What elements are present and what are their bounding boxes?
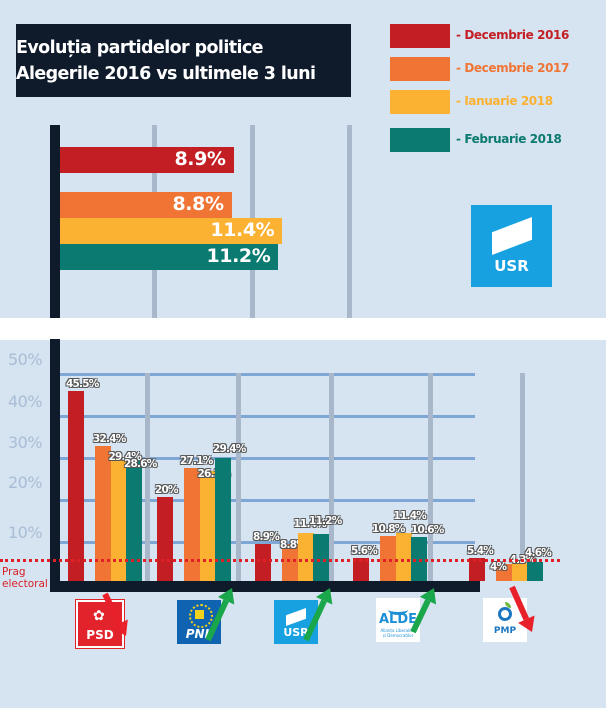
- bar-usr-decembrie-2016: [255, 544, 271, 581]
- legend-label-dec2017: - Decembrie 2017: [456, 61, 569, 75]
- pnl-logo: PNL: [177, 600, 221, 644]
- legend-swatch-dec2017: [390, 57, 450, 81]
- top-gridline: [347, 125, 352, 318]
- bar-value-label: 20%: [155, 484, 178, 496]
- pmp-apple-icon: [498, 607, 512, 621]
- alde-logo: ALDE Alianța Liberalilor și Democraților: [376, 598, 420, 642]
- usr-flag-icon: [492, 217, 532, 255]
- hbar-label: 8.9%: [174, 148, 225, 170]
- hbar-ian2018: 11.4%: [60, 218, 282, 244]
- hbar-feb2018: 11.2%: [60, 244, 278, 270]
- legend-label-ian2018: - Ianuarie 2018: [456, 94, 553, 108]
- psd-logo: ✿ PSD: [76, 600, 124, 648]
- bar-psd-ianuarie-2018: [111, 458, 127, 581]
- vertical-gridline: [236, 373, 241, 581]
- threshold-line: [0, 559, 560, 562]
- hbar-label: 11.4%: [210, 219, 274, 241]
- legend-label-feb2018: - Februarie 2018: [456, 132, 562, 146]
- alde-logo-subtitle: Alianța Liberalilor și Democraților: [380, 628, 416, 638]
- vertical-gridline: [145, 373, 150, 581]
- hbar-dec2016: 8.9%: [60, 147, 234, 173]
- legend-swatch-dec2016: [390, 24, 450, 48]
- bar-value-label: 28.6%: [124, 458, 156, 470]
- horizontal-gridline: [60, 415, 475, 418]
- bar-alde-ianuarie-2018: [396, 533, 412, 581]
- bar-pnl-decembrie-2017: [184, 468, 200, 581]
- chart-title-line2: Alegerile 2016 vs ultimele 3 luni: [16, 64, 315, 84]
- usr-flag-icon: [286, 608, 306, 626]
- hbar-label: 8.8%: [172, 193, 223, 215]
- bar-usr-ianuarie-2018: [298, 533, 314, 581]
- usr-logo-text: USR: [274, 626, 318, 639]
- bar-value-label: 4%: [490, 561, 506, 573]
- bar-value-label: 5.4%: [467, 545, 493, 557]
- bar-value-label: 27.1%: [180, 455, 212, 467]
- bar-value-label: 29.4%: [213, 443, 245, 455]
- title-box: [16, 24, 351, 97]
- x-axis: [50, 581, 480, 592]
- legend-swatch-feb2018: [390, 128, 450, 152]
- y-tick-label: 20%: [8, 473, 42, 492]
- bar-pnl-februarie-2018: [215, 458, 231, 581]
- bar-value-label: 11.4%: [394, 510, 426, 522]
- y-axis: [50, 339, 60, 592]
- threshold-label-line2: electoral: [2, 578, 48, 590]
- horizontal-gridline: [60, 373, 475, 376]
- pmp-logo-text: PMP: [483, 626, 527, 636]
- bar-usr-februarie-2018: [313, 534, 329, 581]
- bar-value-label: 5.6%: [351, 545, 377, 557]
- vertical-gridline: [428, 373, 433, 581]
- alde-logo-text: ALDE: [376, 612, 420, 627]
- psd-logo-text: PSD: [78, 628, 122, 642]
- bar-pmp-februarie-2018: [527, 562, 543, 581]
- usr-logo: USR: [471, 205, 552, 287]
- bar-value-label: 11.2%: [309, 515, 341, 527]
- legend-label-dec2016: - Decembrie 2016: [456, 28, 569, 42]
- y-tick-label: 10%: [8, 523, 42, 542]
- usr-logo-text: USR: [471, 257, 552, 275]
- bar-pnl-ianuarie-2018: [200, 471, 216, 581]
- bar-psd-decembrie-2016: [68, 391, 84, 581]
- bar-value-label: 10.6%: [411, 524, 443, 536]
- threshold-label: Prag electoral: [2, 566, 48, 590]
- bar-psd-februarie-2018: [126, 461, 142, 581]
- pmp-logo: PMP: [483, 598, 527, 642]
- threshold-label-line1: Prag: [2, 566, 48, 578]
- section-divider: [0, 318, 610, 340]
- psd-rose-icon: ✿: [93, 608, 105, 624]
- legend-swatch-ian2018: [390, 90, 450, 114]
- hbar-label: 11.2%: [206, 245, 270, 267]
- top-y-axis: [50, 125, 60, 318]
- bar-value-label: 4.6%: [525, 547, 551, 559]
- y-tick-label: 30%: [8, 433, 42, 452]
- hbar-dec2017: 8.8%: [60, 192, 232, 218]
- vertical-gridline: [329, 373, 334, 581]
- bar-value-label: 45.5%: [66, 378, 98, 390]
- bar-pnl-decembrie-2016: [157, 497, 173, 581]
- bar-value-label: 8.9%: [253, 531, 279, 543]
- y-tick-label: 50%: [8, 350, 42, 369]
- pnl-logo-text: PNL: [177, 627, 221, 641]
- y-tick-label: 40%: [8, 392, 42, 411]
- chart-title-line1: Evoluția partidelor politice: [16, 38, 263, 58]
- bar-value-label: 32.4%: [93, 433, 125, 445]
- right-edge: [606, 0, 610, 708]
- pnl-square-icon: [195, 610, 204, 619]
- usr-logo-small: USR: [274, 600, 318, 644]
